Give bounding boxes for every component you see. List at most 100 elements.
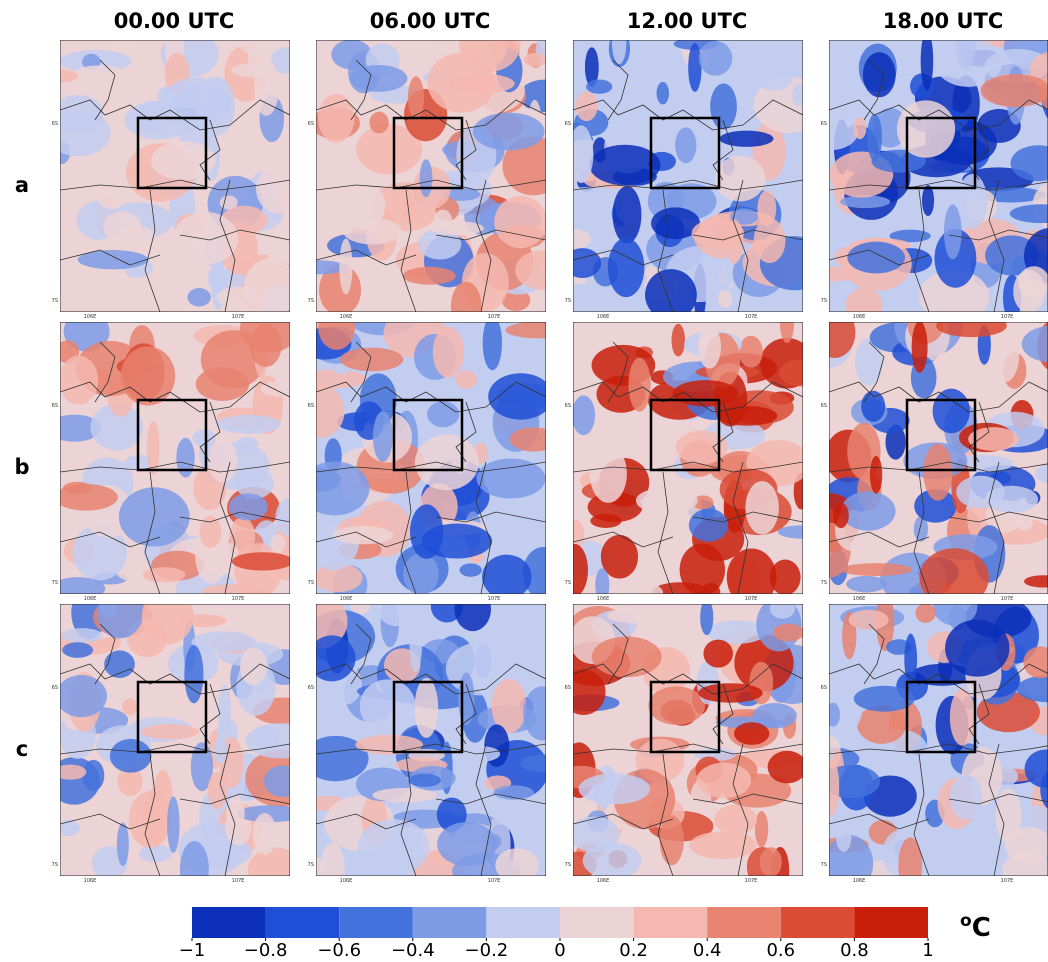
colorbar-segment: [339, 907, 413, 938]
field-blob: [437, 822, 497, 866]
field-blob: [778, 525, 824, 538]
field-blob: [561, 544, 588, 597]
field-blob: [826, 703, 840, 727]
unit: C: [972, 913, 991, 943]
field-blob: [703, 640, 733, 668]
field-blob: [692, 219, 744, 247]
field-blob: [957, 174, 987, 229]
x-axis-label: 106E: [853, 314, 866, 320]
tick-label: −0.8: [244, 940, 288, 961]
field-blob: [339, 239, 352, 295]
map-panel: [48, 586, 315, 897]
colorbar-segment: [560, 907, 634, 938]
field-blob: [253, 813, 277, 855]
field-blob: [415, 435, 479, 491]
x-axis-label: 106E: [84, 878, 97, 884]
field-blob: [58, 820, 80, 836]
field-blob: [950, 775, 982, 820]
x-axis-label: 107E: [488, 314, 501, 320]
field-blob: [449, 74, 514, 94]
field-blob: [51, 577, 106, 600]
field-blob: [54, 268, 114, 310]
field-blob: [143, 567, 186, 582]
field-blob: [244, 259, 297, 317]
y-axis-label: 6S: [565, 121, 571, 127]
field-blob: [675, 127, 696, 163]
field-blob: [358, 819, 430, 875]
colorbar-segment: [413, 907, 487, 938]
field-blob: [320, 843, 344, 896]
tick-label: −1: [179, 940, 206, 961]
field-blob: [824, 759, 839, 815]
field-blob: [180, 841, 209, 897]
field-blob: [923, 444, 952, 501]
map-panel: [291, 587, 565, 895]
field-blob: [648, 686, 705, 725]
field-blob: [897, 100, 955, 157]
field-blob: [779, 359, 820, 386]
field-blob: [59, 356, 98, 405]
tick-label: 0.2: [619, 940, 648, 961]
field-blob: [473, 113, 545, 151]
field-blob: [420, 159, 433, 197]
field-blob: [698, 325, 721, 368]
field-blob: [698, 683, 763, 703]
column-title: 18.00 UTC: [883, 9, 1004, 33]
field-blob: [854, 686, 915, 712]
field-blob: [488, 22, 507, 64]
field-blob: [403, 267, 456, 285]
field-blob: [379, 601, 416, 626]
field-blob: [754, 218, 786, 263]
field-blob: [61, 628, 103, 642]
y-axis-label: 7S: [308, 862, 314, 868]
y-axis-label: 7S: [821, 298, 827, 304]
column-title: 12.00 UTC: [627, 9, 748, 33]
field-blob: [456, 370, 477, 388]
field-blob: [645, 269, 697, 320]
tick-label: 0.8: [840, 940, 869, 961]
field-blob: [628, 358, 650, 412]
field-blob: [297, 385, 344, 438]
field-blob: [981, 74, 1048, 107]
field-blob: [718, 290, 732, 308]
field-blob: [689, 831, 756, 859]
x-axis-label: 106E: [853, 878, 866, 884]
field-blob: [250, 324, 282, 367]
x-axis-label: 107E: [232, 596, 245, 602]
field-blob: [433, 327, 464, 378]
field-blob: [699, 41, 733, 76]
field-blob: [196, 368, 249, 401]
field-blob: [184, 645, 203, 703]
x-axis-label: 106E: [340, 314, 353, 320]
unit-superscript: o: [960, 911, 972, 931]
field-blob: [734, 722, 769, 745]
field-blob: [586, 79, 612, 93]
field-blob: [558, 187, 626, 200]
field-blob: [770, 599, 795, 619]
x-axis-label: 107E: [1001, 878, 1014, 884]
field-blob: [186, 230, 206, 258]
x-axis-label: 106E: [340, 596, 353, 602]
field-blob: [715, 156, 765, 202]
field-blob: [339, 181, 386, 229]
field-blob: [833, 503, 849, 528]
field-blob: [870, 456, 882, 494]
y-axis-label: 7S: [52, 862, 58, 868]
x-axis-label: 106E: [597, 314, 610, 320]
field-blob: [841, 491, 896, 530]
field-blob: [700, 600, 713, 635]
y-axis-label: 7S: [565, 580, 571, 586]
field-blob: [173, 212, 238, 265]
map-panel: [297, 305, 572, 604]
y-axis-label: 7S: [821, 862, 827, 868]
field-blob: [495, 848, 539, 882]
field-blob: [673, 380, 738, 406]
field-blob: [846, 576, 886, 592]
field-blob: [680, 543, 725, 595]
field-blob: [129, 791, 171, 848]
field-blob: [227, 796, 245, 831]
field-blob: [192, 631, 256, 652]
row-label: b: [14, 455, 29, 479]
field-blob: [657, 82, 669, 105]
field-blob: [922, 185, 934, 216]
